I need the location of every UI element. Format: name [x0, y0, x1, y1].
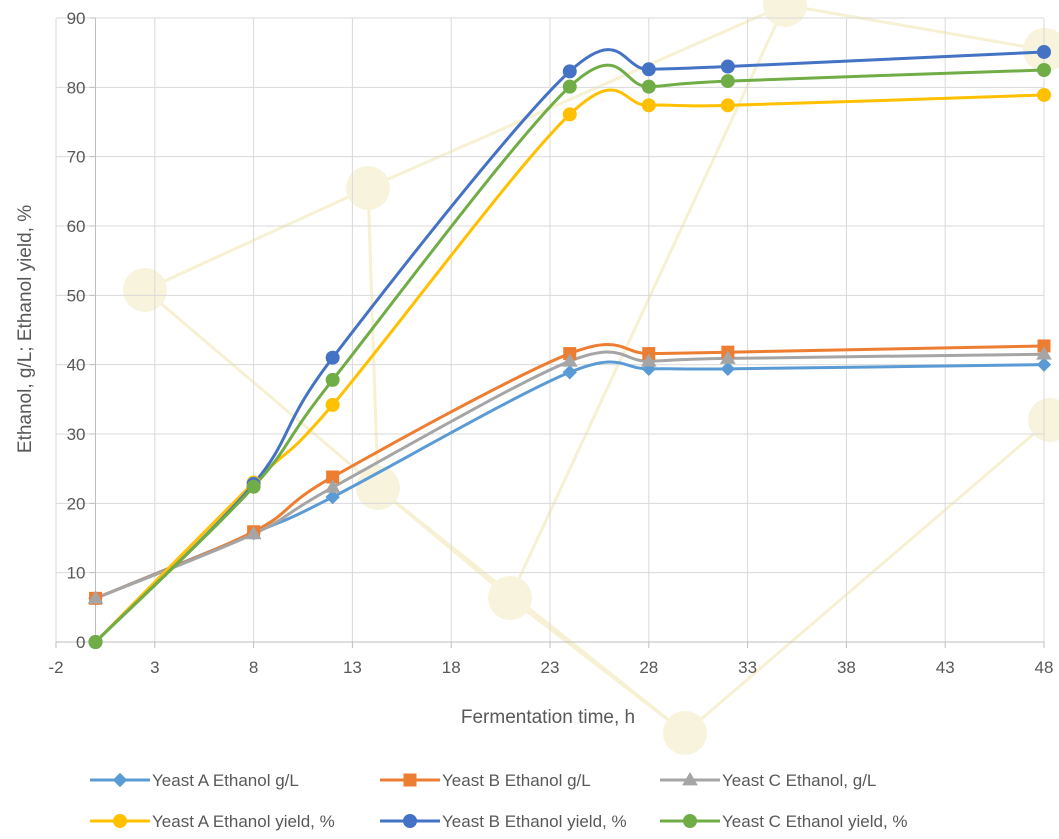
- legend-entry-3: Yeast C Ethanol, g/L: [660, 771, 876, 790]
- y-tick-label: 30: [67, 425, 86, 444]
- data-point-series-6: [641, 79, 656, 94]
- legend-entry-4: Yeast A Ethanol yield, %: [90, 812, 335, 831]
- x-tick-label: 33: [738, 658, 757, 677]
- legend-label: Yeast A Ethanol g/L: [152, 771, 299, 790]
- data-point-series-6: [562, 79, 577, 94]
- x-tick-label: 28: [639, 658, 658, 677]
- series-line-3: [94, 350, 1045, 600]
- data-point-series-4: [641, 98, 656, 113]
- legend-label: Yeast A Ethanol yield, %: [152, 812, 335, 831]
- y-tick-label: 10: [67, 564, 86, 583]
- data-point-series-1: [562, 365, 577, 380]
- legend: Yeast A Ethanol g/L Yeast B Ethanol g/L Ye…: [90, 771, 908, 831]
- data-point-series-4: [720, 98, 735, 113]
- legend-swatch-marker: [683, 814, 697, 828]
- series-lines: [94, 48, 1045, 644]
- y-tick-label: 40: [67, 356, 86, 375]
- data-point-series-3: [640, 353, 657, 367]
- legend-entry-5: Yeast B Ethanol yield, %: [380, 812, 627, 831]
- data-point-series-6: [720, 74, 735, 89]
- data-point-series-6: [1037, 63, 1051, 77]
- data-point-series-6: [246, 479, 261, 494]
- y-tick-label: 50: [67, 286, 86, 305]
- background-link: [508, 4, 787, 599]
- data-point-series-3: [245, 525, 262, 540]
- legend-label: Yeast C Ethanol yield, %: [722, 812, 908, 831]
- data-point-series-4: [325, 397, 340, 412]
- x-tick-label: 38: [837, 658, 856, 677]
- x-tick-label: 48: [1035, 658, 1054, 677]
- x-axis-title: Fermentation time, h: [461, 707, 635, 728]
- legend-entry-1: Yeast A Ethanol g/L: [90, 771, 299, 790]
- x-tick-label: 18: [442, 658, 461, 677]
- y-axis-title: Ethanol, g/L; Ethanol yield, %: [15, 205, 36, 453]
- y-tick-label: 20: [67, 494, 86, 513]
- data-point-series-5: [325, 350, 340, 365]
- background-link: [144, 186, 369, 292]
- data-point-series-5: [562, 64, 577, 79]
- background-link: [784, 3, 1046, 52]
- y-tick-label: 0: [76, 633, 85, 652]
- data-point-series-6: [88, 635, 103, 649]
- legend-label: Yeast C Ethanol, g/L: [722, 771, 876, 790]
- series-line-1: [94, 360, 1045, 600]
- background-link: [144, 288, 379, 490]
- x-tick-label: 13: [343, 658, 362, 677]
- data-point-series-1: [1036, 357, 1052, 372]
- gridlines: [55, 17, 1045, 643]
- data-point-series-4: [1037, 87, 1051, 102]
- data-point-series-6: [325, 372, 340, 387]
- background-node: [488, 576, 532, 620]
- y-tick-label: 70: [67, 148, 86, 167]
- y-tick-label: 80: [67, 78, 86, 97]
- x-tick-label: 3: [150, 658, 159, 677]
- series-markers: [87, 44, 1052, 649]
- background-node: [763, 0, 807, 27]
- x-tick-label: -2: [48, 658, 63, 677]
- background-link: [367, 3, 786, 190]
- data-point-series-3: [87, 590, 104, 604]
- background-link: [366, 187, 380, 489]
- background-node: [356, 466, 400, 510]
- data-point-series-1: [325, 489, 340, 505]
- x-tick-label: 23: [541, 658, 560, 677]
- y-tick-label: 90: [67, 9, 86, 28]
- x-tick-label: 8: [249, 658, 258, 677]
- y-tick-label: 60: [67, 217, 86, 236]
- background-link: [377, 486, 686, 735]
- x-tick-label: 43: [936, 658, 955, 677]
- legend-swatch-marker: [112, 772, 128, 788]
- data-point-series-3: [324, 479, 341, 493]
- legend-label: Yeast B Ethanol yield, %: [442, 812, 627, 831]
- legend-swatch-marker: [682, 772, 698, 786]
- data-point-series-3: [1036, 346, 1052, 360]
- legend-entry-2: Yeast B Ethanol g/L: [380, 771, 591, 790]
- background-node: [663, 711, 707, 755]
- data-point-series-3: [561, 353, 578, 367]
- legend-entry-6: Yeast C Ethanol yield, %: [660, 812, 908, 831]
- data-point-series-5: [720, 59, 735, 74]
- background-node: [346, 166, 390, 210]
- data-point-series-3: [719, 350, 736, 364]
- data-point-series-5: [641, 62, 656, 77]
- data-point-series-5: [1037, 44, 1051, 59]
- background-node: [123, 268, 167, 312]
- background-link: [684, 418, 1051, 735]
- legend-swatch-marker: [113, 814, 127, 828]
- legend-swatch-marker: [403, 814, 417, 828]
- legend-swatch-marker: [403, 773, 417, 787]
- series-line-5: [94, 48, 1045, 644]
- data-point-series-4: [562, 107, 577, 122]
- data-point-series-1: [720, 361, 736, 377]
- legend-label: Yeast B Ethanol g/L: [442, 771, 591, 790]
